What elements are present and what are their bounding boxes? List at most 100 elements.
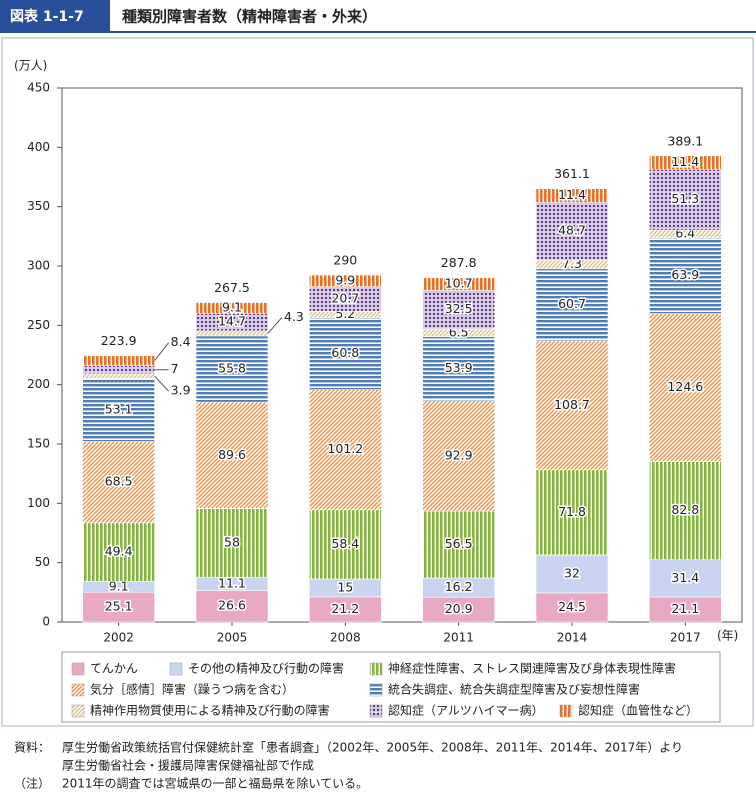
legend-label: その他の精神及び行動の障害 — [188, 661, 344, 676]
y-tick-label: 100 — [27, 496, 50, 510]
data-label: 53.1 — [105, 402, 133, 417]
x-axis-unit: (年) — [717, 629, 738, 643]
data-label: 82.8 — [671, 502, 699, 517]
x-tick-label: 2005 — [217, 631, 248, 645]
bar-segment — [309, 317, 382, 390]
legend-swatch — [369, 662, 383, 676]
x-tick-label: 2002 — [103, 631, 134, 645]
bar-segment — [649, 237, 722, 314]
bar-segment — [649, 313, 722, 462]
data-label: 11.1 — [218, 575, 246, 590]
bar-segment — [195, 330, 269, 337]
source-line: 厚生労働省政策統括官付保健統計室「患者調査」（2002年、2005年、2008年… — [62, 740, 683, 755]
bar-segment — [82, 591, 155, 623]
bar-segment — [195, 335, 269, 403]
bar-segment — [422, 510, 495, 579]
note: 2011年の調査では宮城県の一部と福島県を除いている。 — [62, 776, 368, 791]
data-label: 89.6 — [218, 447, 246, 462]
data-label: 21.1 — [671, 601, 699, 616]
source-label: 資料： — [14, 741, 50, 755]
legend-label: 気分［感情］障害（躁うつ病を含む） — [90, 682, 294, 697]
figure-label: 図表 1-1-7 — [10, 8, 84, 25]
source-line: 厚生労働省社会・援護局障害保健福祉部で作成 — [62, 758, 314, 773]
y-tick-label: 150 — [27, 437, 50, 451]
data-label: 3.9 — [171, 383, 191, 398]
data-label: 58 — [224, 534, 240, 549]
data-label: 92.9 — [445, 447, 473, 462]
data-label: 60.7 — [558, 296, 586, 311]
legend-label: 認知症（アルツハイマー病） — [388, 703, 544, 718]
leader-line — [154, 342, 170, 361]
data-label: 20.9 — [445, 601, 473, 616]
data-label: 11.4 — [558, 187, 586, 202]
legend-label: てんかん — [90, 662, 138, 676]
bar-segment — [649, 155, 722, 170]
figure-label-bg — [0, 0, 110, 32]
x-tick-label: 2014 — [557, 631, 588, 645]
plot-area — [61, 87, 743, 623]
data-label: 58.4 — [331, 536, 359, 551]
bar-segment — [309, 274, 382, 288]
legend-swatch — [169, 662, 183, 676]
bar-segment — [82, 355, 155, 366]
bar-segment — [535, 268, 609, 342]
bar-segment — [422, 596, 495, 623]
y-tick-label: 200 — [27, 377, 50, 391]
data-label: 68.5 — [105, 474, 133, 489]
legend-swatch — [71, 683, 85, 697]
total-label: 267.5 — [214, 280, 250, 295]
total-label: 287.8 — [441, 255, 477, 270]
data-label: 124.6 — [667, 379, 703, 394]
data-label: 55.8 — [218, 361, 246, 376]
leader-line — [267, 317, 283, 334]
bar-segment — [195, 401, 269, 509]
bar-segment — [535, 188, 609, 203]
data-label: 31.4 — [671, 570, 699, 585]
y-tick-label: 50 — [35, 555, 50, 569]
data-label: 56.5 — [445, 536, 473, 551]
data-label: 71.8 — [558, 504, 586, 519]
legend-box — [61, 651, 721, 723]
bar-segment — [195, 508, 269, 578]
bar-segment — [195, 302, 269, 314]
bar-segment — [535, 340, 609, 471]
y-tick-label: 300 — [27, 259, 50, 273]
figure-title: 種類別障害者数（精神障害者・外来） — [122, 8, 377, 26]
bar-segment — [82, 373, 155, 379]
data-label: 48.7 — [558, 223, 586, 238]
total-label: 290 — [333, 253, 357, 268]
bar-segment — [82, 441, 155, 524]
data-label: 8.4 — [171, 334, 191, 349]
data-label: 10.7 — [445, 276, 473, 291]
bar-segment — [422, 290, 495, 330]
data-label: 24.5 — [558, 599, 586, 614]
y-tick-label: 400 — [27, 140, 50, 154]
y-axis-label: (万人) — [14, 59, 47, 73]
note-label: （注） — [14, 776, 50, 791]
bar-segment — [649, 559, 722, 598]
total-label: 223.9 — [101, 333, 137, 348]
data-label: 9.9 — [335, 272, 355, 287]
data-label: 63.9 — [671, 267, 699, 282]
bar-segment — [82, 378, 155, 442]
data-label: 9.1 — [222, 299, 242, 314]
data-label: 101.2 — [327, 441, 363, 456]
y-tick-label: 0 — [42, 615, 50, 629]
legend-label: 精神作用物質使用による精神及び行動の障害 — [90, 703, 330, 718]
bar-segment — [535, 201, 609, 261]
legend-label: 認知症（血管性など） — [578, 703, 698, 718]
bar-segment — [649, 596, 722, 623]
bar-segment — [309, 509, 382, 580]
data-label: 49.4 — [105, 544, 133, 559]
data-label: 51.3 — [671, 191, 699, 206]
frame — [1, 37, 754, 727]
legend-swatch — [369, 704, 383, 718]
x-tick-label: 2008 — [330, 631, 361, 645]
total-label: 389.1 — [667, 133, 703, 148]
legend-swatch — [71, 704, 85, 718]
bar-segment — [422, 336, 495, 401]
y-tick-label: 450 — [27, 81, 50, 95]
data-label: 20.7 — [331, 291, 359, 306]
bar-segment — [82, 365, 155, 375]
